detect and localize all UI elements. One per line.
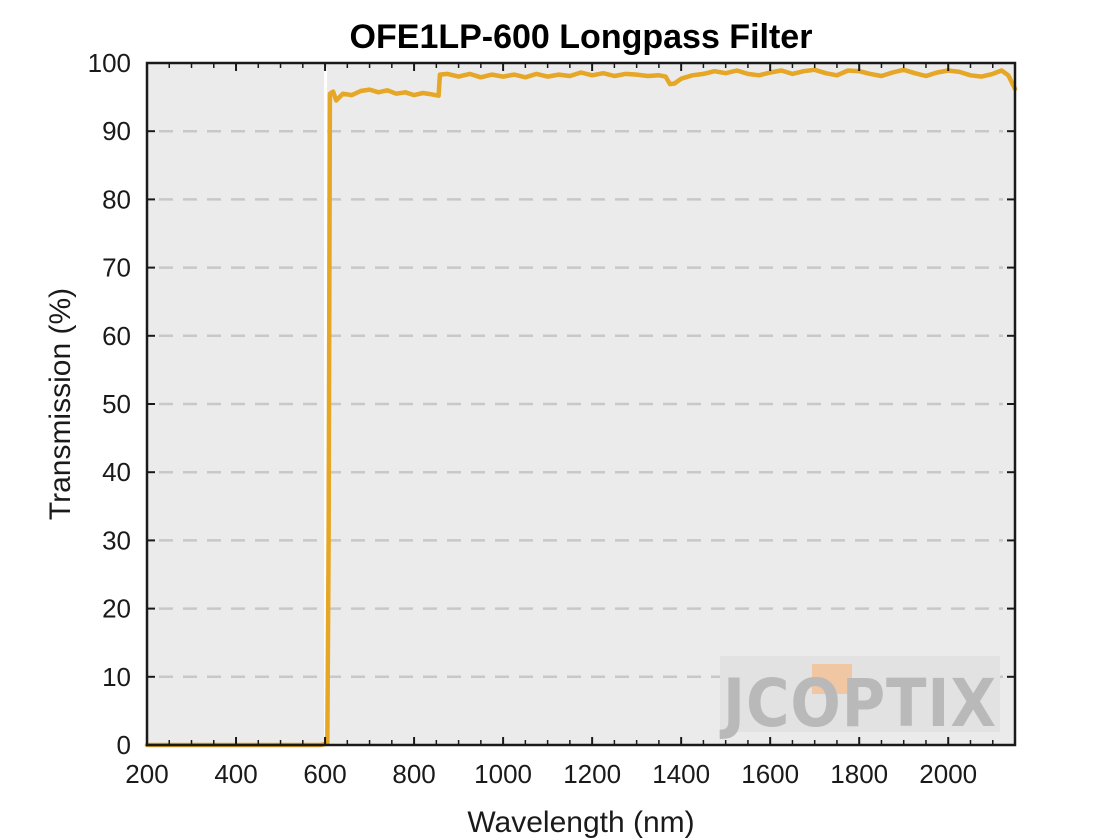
logo-accent-icon	[812, 664, 852, 694]
y-tick-label: 0	[117, 730, 131, 760]
y-tick-label: 20	[102, 594, 131, 624]
y-tick-label: 70	[102, 253, 131, 283]
y-tick-label: 90	[102, 116, 131, 146]
y-tick-label: 80	[102, 184, 131, 214]
y-tick-label: 60	[102, 321, 131, 351]
y-tick-label: 10	[102, 662, 131, 692]
x-tick-label: 1000	[474, 759, 532, 789]
plot-frame	[145, 61, 1017, 747]
y-tick-label: 100	[88, 48, 131, 78]
x-axis-label: Wavelength (nm)	[467, 806, 694, 839]
y-tick-label: 40	[102, 457, 131, 487]
x-tick-label: 1600	[741, 759, 799, 789]
y-tick-label: 50	[102, 389, 131, 419]
x-tick-label: 400	[214, 759, 257, 789]
jcoptix-watermark-logo: JCOPTIX	[719, 656, 1000, 742]
x-tick-label: 1400	[652, 759, 710, 789]
y-axis-label: Transmission (%)	[44, 288, 77, 520]
x-tick-label: 1200	[563, 759, 621, 789]
x-tick-label: 2000	[919, 759, 977, 789]
logo-text: JCOPTIX	[719, 665, 997, 742]
x-tick-label: 200	[125, 759, 168, 789]
grid-lines	[159, 129, 1003, 679]
series-lines	[144, 67, 1018, 748]
x-tick-label: 600	[303, 759, 346, 789]
tick-labels: 0 10 20 30 40 50 60 70 80 90 100 200 400 600 800 1000 12…	[88, 48, 978, 789]
transmission-series-line	[144, 67, 1018, 748]
y-tick-label: 30	[102, 525, 131, 555]
x-tick-label: 1800	[830, 759, 888, 789]
x-tick-label: 800	[392, 759, 435, 789]
chart-title: OFE1LP-600 Longpass Filter	[350, 18, 813, 56]
